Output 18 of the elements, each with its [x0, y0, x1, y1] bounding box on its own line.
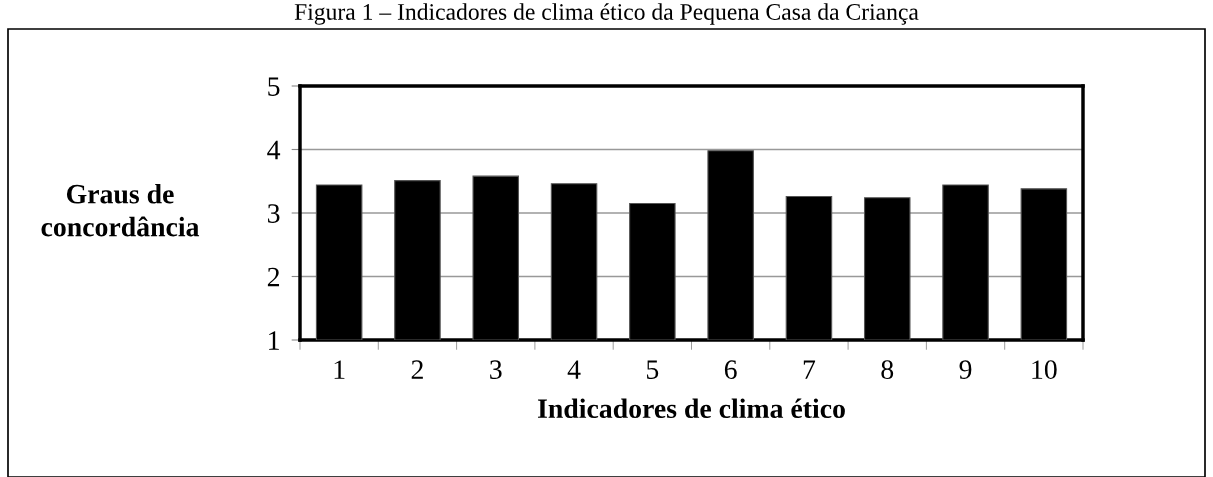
chart-title: Figura 1 – Indicadores de clima ético da Pequena Casa da Criança: [294, 3, 919, 25]
y-tick-label: 1: [269, 331, 279, 350]
y-axis-title: Graus de concordância: [41, 183, 200, 237]
y-tick-label: 3: [267, 204, 280, 223]
x-tick-label: 5: [647, 360, 659, 379]
y-tick-label: 5: [268, 77, 280, 96]
y-tick-label: 2: [267, 267, 280, 287]
x-tick-label: 10: [1032, 360, 1057, 379]
x-tick-label: 8: [881, 360, 894, 379]
x-tick-label: 4: [567, 360, 581, 379]
x-axis-title: Indicadores de clima ético: [538, 398, 845, 419]
x-tick-label: 7: [803, 360, 816, 379]
y-tick-label: 4: [267, 140, 281, 160]
x-tick-label: 3: [490, 360, 502, 379]
x-tick-label: 9: [959, 360, 972, 379]
x-tick-label: 1: [334, 360, 345, 379]
x-tick-label: 6: [724, 360, 737, 379]
x-tick-label: 2: [411, 360, 423, 379]
